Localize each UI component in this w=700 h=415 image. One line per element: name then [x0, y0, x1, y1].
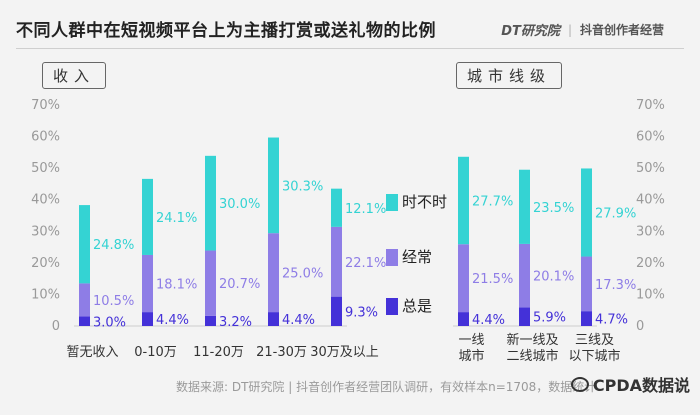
bar-segment — [581, 311, 592, 326]
data-label: 4.7% — [595, 313, 628, 328]
data-label: 30.0% — [219, 197, 260, 212]
y-tick-label: 70% — [31, 98, 60, 113]
bar-segment — [581, 168, 592, 257]
data-label: 18.1% — [156, 278, 197, 293]
y-tick-label: 50% — [636, 161, 665, 176]
data-label: 30.3% — [282, 179, 323, 194]
bar-segment — [268, 233, 279, 313]
bar-segment — [205, 315, 216, 326]
data-label: 27.9% — [595, 207, 636, 222]
data-label: 20.1% — [533, 270, 574, 285]
bar-segment — [268, 312, 279, 326]
watermark: CPDA数据说 — [570, 372, 690, 396]
title-divider — [16, 48, 684, 49]
bar-segment — [268, 137, 279, 234]
x-tick-label: 以下城市 — [568, 348, 620, 364]
bar-segment — [519, 169, 530, 244]
y-tick-label: 10% — [31, 287, 60, 302]
x-tick-label: 三线及 — [575, 333, 614, 348]
brand-org: 抖音创作者经营 — [579, 23, 664, 37]
x-tick-label: 暂无收入 — [66, 345, 118, 360]
brand-logo: DT研究院 — [501, 24, 560, 39]
x-tick-label: 二线城市 — [506, 348, 558, 364]
x-tick-label: 一线 — [458, 333, 484, 348]
y-tick-label: 20% — [31, 256, 60, 271]
data-label: 4.4% — [472, 313, 505, 328]
y-tick-label: 30% — [636, 224, 665, 239]
legend-swatch — [386, 298, 398, 315]
y-tick-label: 20% — [636, 256, 665, 271]
bar-segment — [79, 283, 90, 317]
legend-swatch — [386, 249, 398, 266]
data-label: 24.1% — [156, 211, 197, 226]
y-tick-label: 70% — [636, 98, 665, 113]
bar-segment — [79, 316, 90, 326]
y-tick-label: 60% — [636, 130, 665, 145]
brand-separator: | — [567, 22, 572, 37]
x-tick-label: 新一线及 — [506, 332, 558, 348]
legend-label: 经常 — [402, 248, 432, 266]
panel-label-city-tier: 城市线级 — [456, 62, 563, 89]
bar-segment — [519, 243, 530, 308]
bar-segment — [581, 256, 592, 312]
bar-segment — [331, 188, 342, 227]
y-tick-label: 0 — [636, 319, 644, 334]
wechat-icon — [570, 376, 589, 392]
bar-segment — [142, 312, 153, 326]
y-tick-label: 40% — [31, 193, 60, 208]
data-label: 3.0% — [93, 315, 126, 330]
bar-segment — [205, 250, 216, 316]
legend-swatch — [386, 194, 398, 211]
legend-label: 总是 — [402, 297, 432, 315]
data-label: 22.1% — [345, 256, 386, 271]
data-label: 12.1% — [345, 202, 386, 217]
data-label: 4.4% — [282, 313, 315, 328]
bar-segment — [331, 226, 342, 297]
bar-segment — [79, 205, 90, 284]
y-tick-label: 30% — [31, 224, 60, 239]
bar-segment — [142, 254, 153, 313]
data-label: 4.4% — [156, 313, 189, 328]
bar-segment — [458, 156, 469, 245]
data-label: 17.3% — [595, 278, 636, 293]
y-tick-label: 40% — [636, 193, 665, 208]
data-label: 21.5% — [472, 272, 513, 287]
bar-segment — [519, 307, 530, 326]
x-tick-label: 0-10万 — [134, 345, 177, 360]
data-label: 20.7% — [219, 277, 260, 292]
bar-segment — [142, 178, 153, 255]
source-note: 数据来源: DT研究院 | 抖音创作者经营团队调研，有效样本n=1708，数据统… — [176, 380, 597, 394]
x-tick-label: 30万及以上 — [310, 345, 379, 360]
watermark-text: CPDA数据说 — [592, 376, 690, 395]
bar-segment — [205, 155, 216, 251]
x-tick-label: 城市 — [458, 348, 484, 364]
data-label: 27.7% — [472, 195, 513, 210]
legend-label: 时不时 — [402, 193, 447, 211]
y-tick-label: 0 — [52, 319, 60, 334]
data-label: 25.0% — [282, 267, 323, 282]
data-label: 9.3% — [345, 305, 378, 320]
bar-segment — [458, 312, 469, 326]
bar-segment — [331, 296, 342, 326]
chart-title: 不同人群中在短视频平台上为主播打赏或送礼物的比例 — [16, 21, 436, 41]
y-tick-label: 60% — [31, 130, 60, 145]
panel-label-income: 收入 — [42, 62, 107, 89]
data-label: 24.8% — [93, 238, 134, 253]
x-tick-label: 21-30万 — [256, 345, 307, 360]
y-tick-label: 10% — [636, 287, 665, 302]
data-label: 3.2% — [219, 315, 252, 330]
data-label: 10.5% — [93, 294, 134, 309]
y-tick-label: 50% — [31, 161, 60, 176]
data-label: 5.9% — [533, 311, 566, 326]
bar-segment — [458, 244, 469, 313]
data-label: 23.5% — [533, 201, 574, 216]
brand: DT研究院 | 抖音创作者经营 — [501, 20, 664, 40]
x-tick-label: 11-20万 — [193, 345, 244, 360]
